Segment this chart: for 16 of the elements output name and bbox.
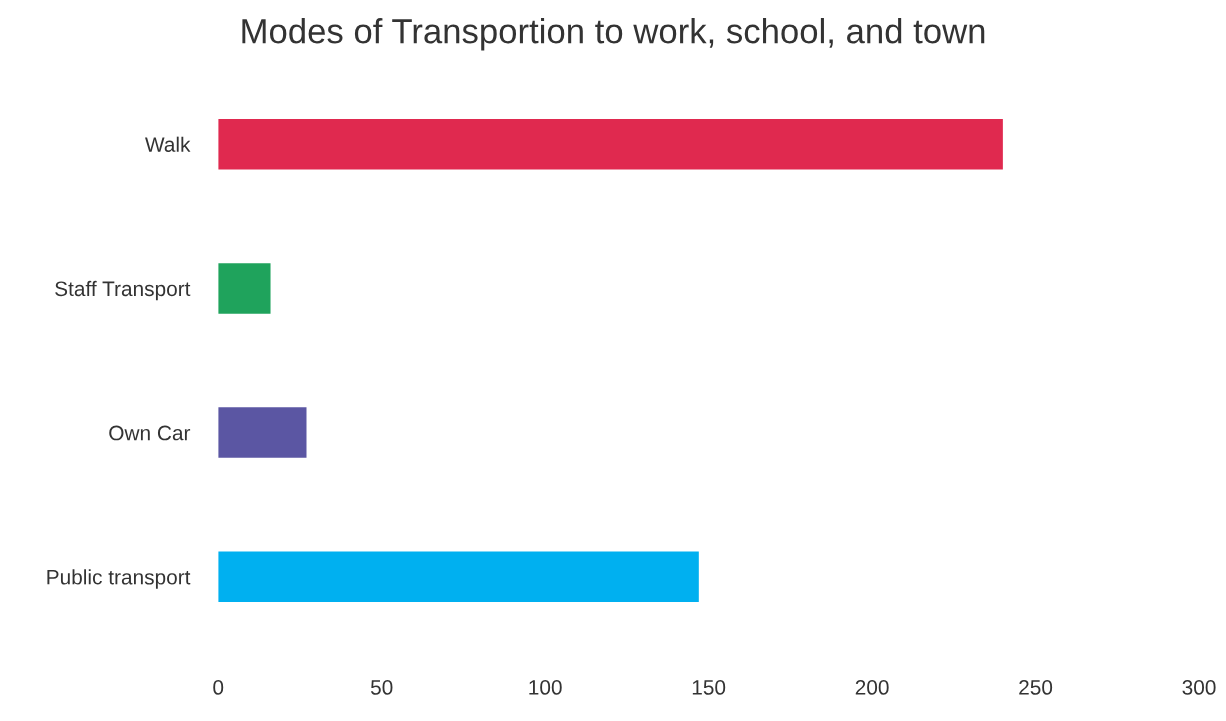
x-tick-label: 200 [855,680,889,695]
x-tick-label: 250 [1019,680,1053,695]
bar [218,407,307,458]
x-tick-label: 150 [692,680,726,695]
y-tick-label: Own Car [109,425,191,441]
bar [218,551,699,603]
bar [218,118,1003,170]
y-tick-label: Staff Transport [55,280,191,301]
y-tick-label: Public transport [47,569,191,589]
chart-title: Modes of Transportion to work, school, and town [242,18,985,51]
bar [218,263,271,314]
x-tick-label: 300 [1182,680,1216,695]
y-tick-label: Walk [145,136,191,152]
x-tick-label: 0 [213,680,224,695]
x-tick-label: 50 [370,680,393,695]
x-tick-label: 100 [529,680,562,695]
